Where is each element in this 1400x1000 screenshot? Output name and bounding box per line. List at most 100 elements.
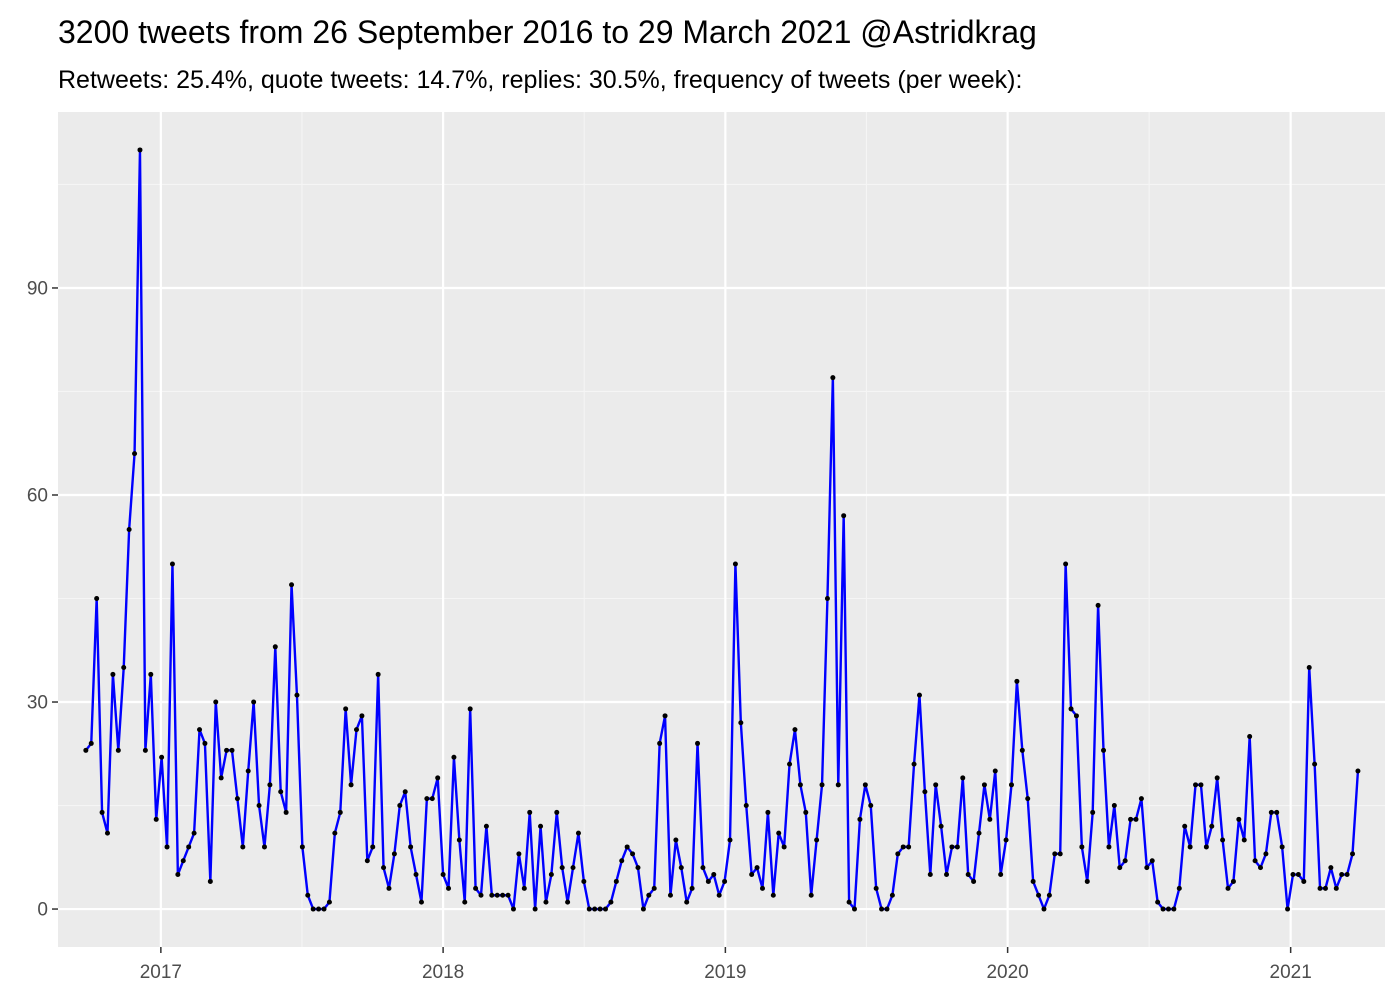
- data-point: [240, 844, 246, 850]
- data-point: [110, 671, 116, 677]
- data-point: [115, 747, 121, 753]
- data-point: [505, 892, 511, 898]
- data-point: [1209, 823, 1215, 829]
- data-point: [467, 706, 473, 712]
- data-point: [316, 906, 322, 912]
- data-point: [1268, 809, 1274, 815]
- data-point: [835, 782, 841, 788]
- data-point: [1279, 844, 1285, 850]
- data-point: [1155, 899, 1161, 905]
- data-point: [889, 892, 895, 898]
- data-point: [846, 899, 852, 905]
- data-point: [1225, 885, 1231, 891]
- x-tick-label: 2021: [1270, 962, 1312, 983]
- data-point: [1144, 865, 1150, 871]
- data-point: [224, 747, 230, 753]
- data-point: [1295, 872, 1301, 878]
- data-point: [164, 844, 170, 850]
- data-point: [1220, 837, 1226, 843]
- data-point: [678, 865, 684, 871]
- chart-subtitle: Retweets: 25.4%, quote tweets: 14.7%, re…: [58, 66, 1022, 94]
- data-point: [310, 906, 316, 912]
- data-point: [446, 885, 452, 891]
- data-point: [603, 906, 608, 912]
- data-point: [868, 803, 874, 809]
- data-point: [94, 596, 100, 602]
- data-point: [1241, 837, 1247, 843]
- data-point: [570, 865, 576, 871]
- data-point: [808, 892, 814, 898]
- data-point: [440, 872, 446, 878]
- data-point: [1328, 865, 1334, 871]
- y-tick-label: 90: [27, 278, 48, 299]
- data-point: [456, 837, 462, 843]
- data-point: [1149, 858, 1155, 864]
- grid-minor: [58, 112, 1385, 947]
- data-point: [732, 561, 738, 567]
- data-point: [186, 844, 192, 850]
- data-point: [1014, 678, 1020, 684]
- data-point: [364, 858, 370, 864]
- data-point: [581, 878, 587, 884]
- data-point: [483, 823, 489, 829]
- data-point: [819, 782, 825, 788]
- data-point: [1090, 809, 1096, 815]
- data-point: [787, 761, 793, 767]
- data-point: [911, 761, 917, 767]
- data-point: [624, 844, 630, 850]
- data-point: [397, 803, 403, 809]
- data-point: [153, 816, 159, 822]
- data-point: [900, 844, 906, 850]
- data-point: [1236, 816, 1242, 822]
- data-point: [651, 885, 657, 891]
- data-point: [792, 727, 798, 733]
- data-point: [992, 768, 998, 774]
- data-point: [299, 844, 305, 850]
- data-point: [895, 851, 901, 857]
- data-point: [619, 858, 625, 864]
- y-tick-label: 30: [27, 693, 48, 714]
- data-point: [1133, 816, 1139, 822]
- data-point: [1041, 906, 1047, 912]
- data-point: [305, 892, 311, 898]
- data-point: [429, 796, 435, 802]
- data-point: [1122, 858, 1128, 864]
- x-tick-label: 2020: [986, 962, 1028, 983]
- data-point: [695, 740, 701, 746]
- data-point: [916, 692, 922, 698]
- data-point: [722, 878, 728, 884]
- chart-title: 3200 tweets from 26 September 2016 to 29…: [58, 14, 1037, 50]
- data-point: [521, 885, 527, 891]
- data-point: [976, 830, 982, 836]
- data-point: [922, 789, 928, 795]
- data-point: [1128, 816, 1134, 822]
- data-point: [500, 892, 506, 898]
- data-point: [1274, 809, 1280, 815]
- data-point: [261, 844, 267, 850]
- data-point: [424, 796, 430, 802]
- data-point: [565, 899, 571, 905]
- data-point: [613, 878, 619, 884]
- data-point: [126, 527, 132, 532]
- data-point: [494, 892, 500, 898]
- data-point: [1052, 851, 1058, 857]
- data-point: [332, 830, 338, 836]
- points-layer: [83, 147, 1361, 912]
- data-point: [949, 844, 955, 850]
- data-point: [700, 865, 706, 871]
- data-point: [927, 872, 933, 878]
- data-point: [657, 740, 663, 746]
- data-point: [159, 754, 165, 760]
- data-point: [1290, 872, 1296, 878]
- data-point: [83, 747, 89, 753]
- data-point: [738, 720, 744, 726]
- data-point: [554, 809, 560, 815]
- data-point: [267, 782, 273, 788]
- data-point: [1057, 851, 1063, 857]
- data-point: [202, 740, 208, 746]
- data-point: [667, 892, 673, 898]
- y-tick-label: 0: [37, 900, 48, 921]
- data-point: [1079, 844, 1085, 850]
- data-point: [933, 782, 939, 788]
- data-point: [586, 906, 592, 912]
